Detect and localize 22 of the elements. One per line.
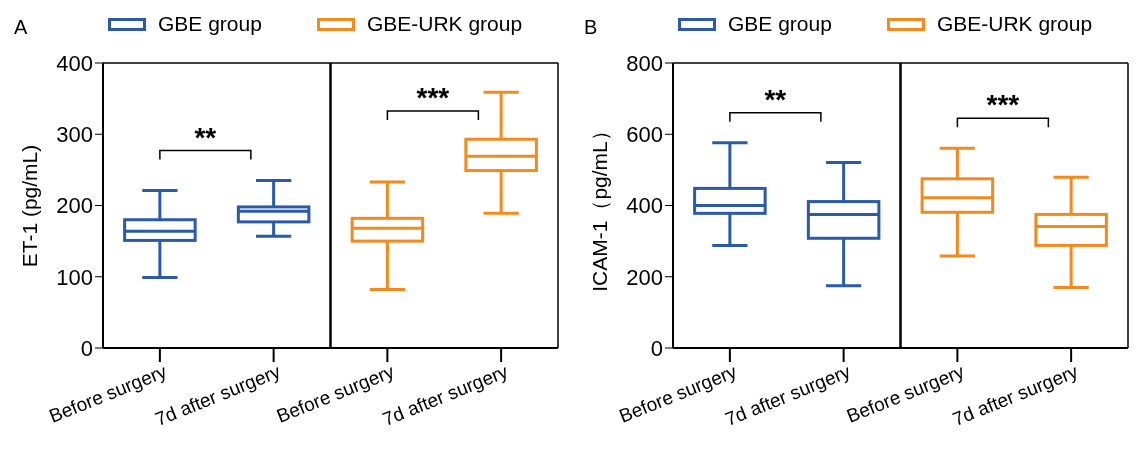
annotation: **	[764, 83, 787, 115]
legend-label: GBE group	[728, 12, 832, 36]
annotation: ***	[416, 82, 450, 113]
legend-label: GBE-URK group	[366, 12, 523, 36]
annotation: ***	[986, 89, 1020, 121]
chart-title: B	[584, 16, 598, 39]
legend-label: GBE group	[158, 12, 262, 36]
y-tick-label: 100	[56, 264, 93, 290]
y-tick-label: 800	[626, 50, 663, 76]
y-tick-label: 400	[626, 193, 663, 219]
y-tick-label: 0	[650, 335, 663, 361]
annotation: **	[194, 121, 217, 153]
y-tick-label: 300	[56, 122, 93, 148]
y-tick-label: 400	[56, 50, 93, 76]
y-axis-title: ICAM-1（pg/mL）	[587, 119, 612, 292]
y-tick-label: 0	[80, 335, 93, 361]
y-tick-label: 600	[626, 122, 663, 148]
y-axis-title: ET-1 (pg/mL)	[18, 144, 42, 267]
y-tick-label: 200	[626, 264, 663, 290]
legend-label: GBE-URK group	[936, 12, 1093, 36]
chart-title: A	[14, 16, 28, 39]
y-tick-label: 200	[56, 193, 93, 219]
